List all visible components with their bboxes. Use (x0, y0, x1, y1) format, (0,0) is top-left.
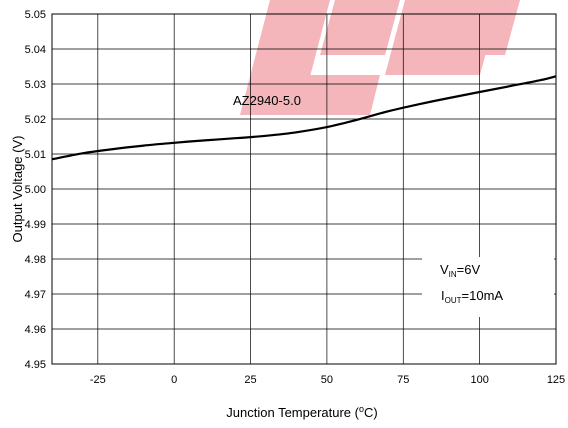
y-tick-label: 4.97 (25, 289, 46, 301)
x-axis-label-sup: o (359, 404, 364, 414)
y-tick-label: 5.04 (25, 44, 46, 56)
x-tick-label: 75 (397, 374, 409, 386)
x-tick-label: 50 (321, 374, 333, 386)
y-tick-label: 5.02 (25, 114, 46, 126)
vin-annotation: VIN=6V (440, 262, 480, 279)
vin-sub: IN (449, 270, 457, 279)
y-tick-label: 4.98 (25, 254, 46, 266)
watermark-shape-4 (385, 0, 500, 75)
x-tick-labels: -25 0 25 50 75 100 125 (90, 374, 565, 386)
y-tick-label: 5.03 (25, 79, 46, 91)
iout-annotation: IOUT=10mA (441, 288, 503, 305)
y-tick-labels: 4.95 4.96 4.97 4.98 4.99 5.00 5.01 5.02 5.03 5.04… (25, 9, 46, 371)
y-tick-label: 5.01 (25, 149, 46, 161)
watermark-shape-3 (295, 75, 380, 115)
x-tick-label: 125 (547, 374, 565, 386)
watermark-shape-1 (240, 0, 330, 115)
iout-tail: =10mA (462, 288, 504, 303)
y-axis-label: Output Voltage (V) (10, 136, 25, 243)
x-tick-label: 0 (171, 374, 177, 386)
x-axis-label: Junction Temperature (oC) (226, 404, 377, 420)
vin-main: V (440, 262, 449, 277)
y-tick-label: 5.05 (25, 9, 46, 21)
iout-sub: OUT (445, 296, 462, 305)
x-tick-label: 100 (470, 374, 488, 386)
conditions-box (422, 257, 554, 317)
series-line (51, 75, 557, 161)
x-tick-label: -25 (90, 374, 106, 386)
y-tick-label: 5.00 (25, 184, 46, 196)
x-axis-label-main: Junction Temperature ( (226, 405, 359, 420)
series-lines (51, 75, 557, 161)
plot-frame (51, 13, 557, 365)
x-axis-label-tail: C) (364, 405, 378, 420)
iout-main: I (441, 288, 445, 303)
x-tick-label: 25 (244, 374, 256, 386)
series-label: AZ2940-5.0 (233, 93, 301, 108)
y-tick-label: 4.95 (25, 359, 46, 371)
vin-tail: =6V (457, 262, 481, 277)
watermark-shape-2 (320, 0, 400, 55)
y-tick-label: 4.96 (25, 324, 46, 336)
y-tick-label: 4.99 (25, 219, 46, 231)
